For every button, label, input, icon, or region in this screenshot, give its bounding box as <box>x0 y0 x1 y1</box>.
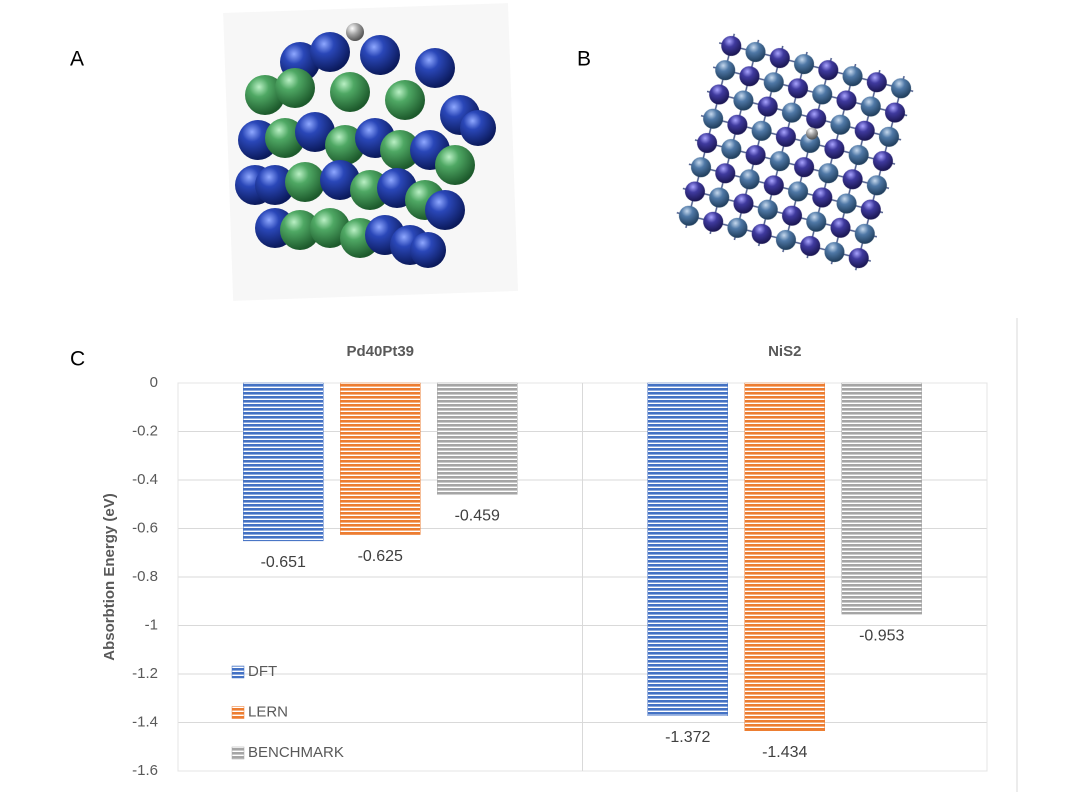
value-label: -0.459 <box>455 508 500 525</box>
legend-label: DFT <box>248 663 277 680</box>
value-label: -1.434 <box>762 744 807 761</box>
y-tick-label: 0 <box>150 374 158 391</box>
panel-label: A <box>70 48 84 71</box>
y-tick-label: -1 <box>145 616 158 633</box>
legend-label: LERN <box>248 703 288 720</box>
lattice-image <box>673 30 917 274</box>
bar <box>437 382 518 495</box>
y-tick-label: -1.2 <box>132 665 158 682</box>
bar <box>647 382 728 716</box>
y-tick-label: -0.6 <box>132 519 158 536</box>
panel-label: C <box>70 348 85 371</box>
category-label: NiS2 <box>768 343 801 360</box>
value-label: -1.372 <box>665 729 710 746</box>
bar <box>841 382 922 615</box>
y-axis-label: Absorbtion Energy (eV) <box>101 493 118 661</box>
legend-swatch <box>231 746 245 760</box>
category-label: Pd40Pt39 <box>346 343 414 360</box>
value-label: -0.625 <box>358 548 403 565</box>
panel-label: B <box>577 48 591 71</box>
legend-swatch <box>231 665 245 679</box>
bar <box>340 382 421 535</box>
y-tick-label: -1.6 <box>132 762 158 779</box>
bar <box>243 382 324 542</box>
value-label: -0.953 <box>859 627 904 644</box>
y-tick-label: -0.8 <box>132 568 158 585</box>
cluster-image <box>223 3 519 301</box>
legend-swatch <box>231 706 245 719</box>
bar <box>744 382 825 731</box>
value-label: -0.651 <box>261 554 306 571</box>
y-tick-label: -1.4 <box>132 713 158 730</box>
y-tick-label: -0.2 <box>132 422 158 439</box>
legend-label: BENCHMARK <box>248 744 344 761</box>
y-tick-label: -0.4 <box>132 471 158 488</box>
